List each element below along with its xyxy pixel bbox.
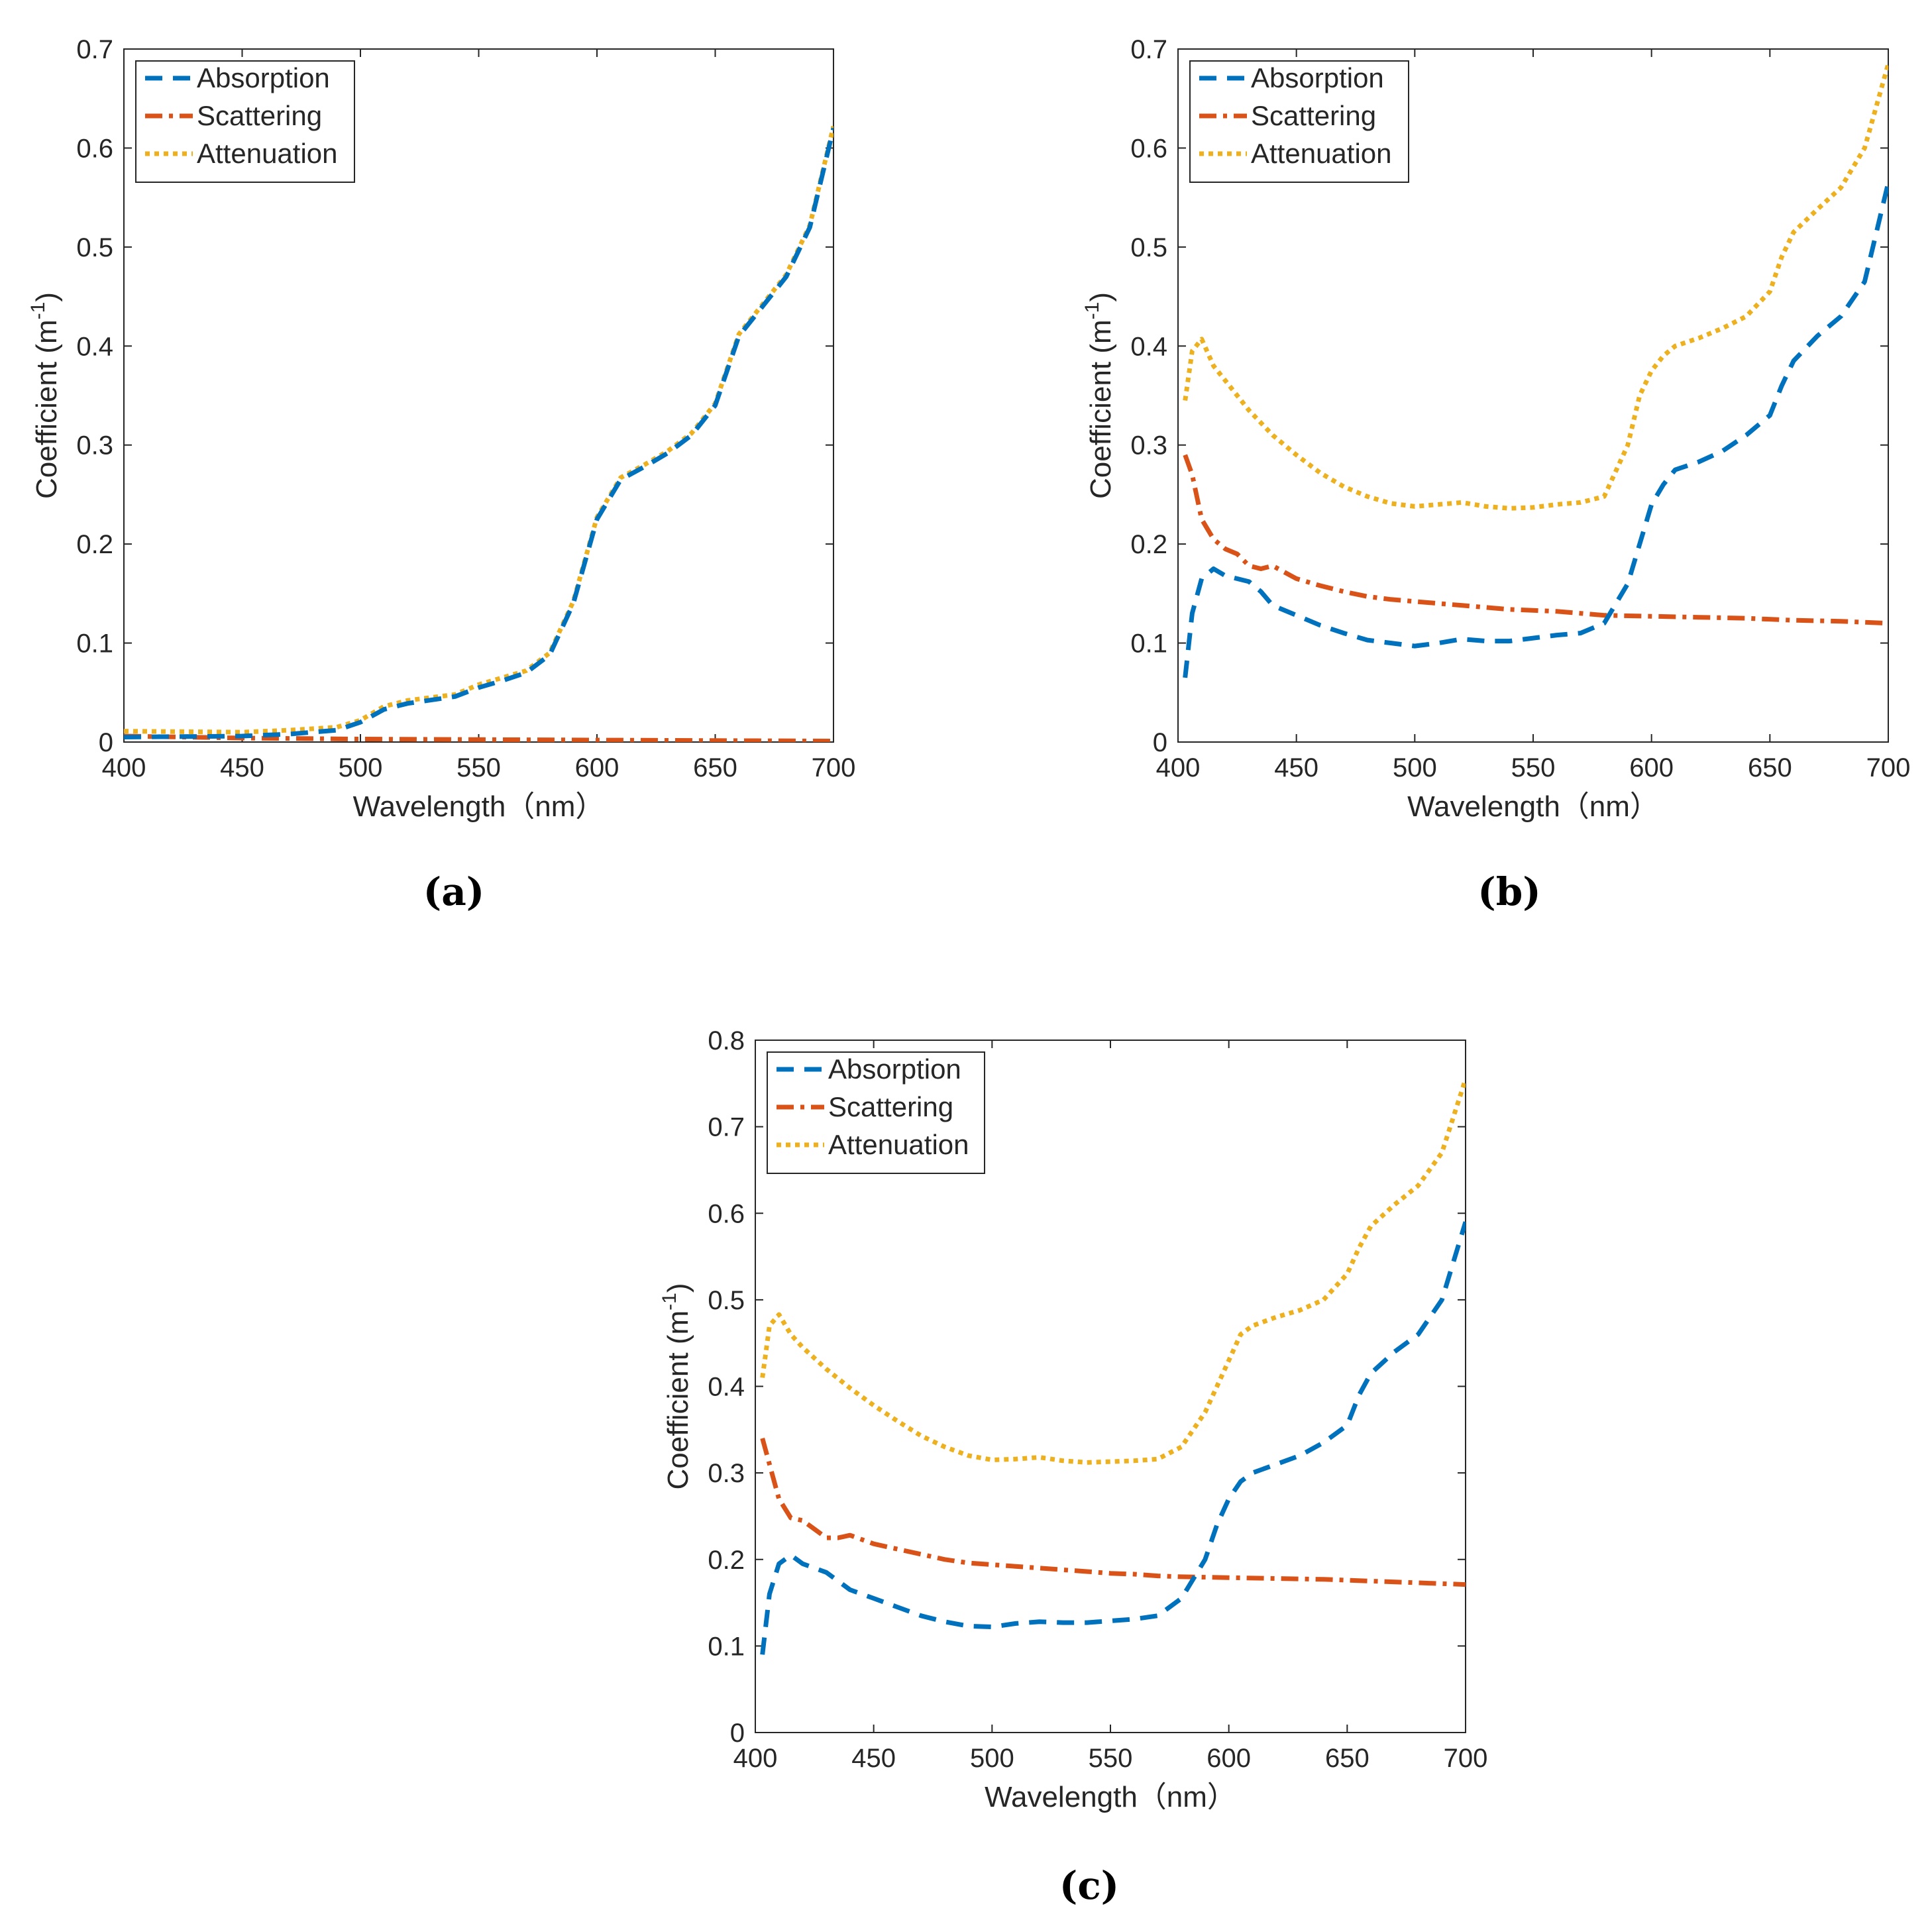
y-tick-label: 0.6	[708, 1199, 745, 1228]
y-tick-label: 0	[730, 1719, 745, 1748]
y-tick-label: 0.6	[76, 134, 113, 163]
legend-label-attenuation: Attenuation	[1251, 138, 1392, 169]
legend-label-absorption: Absorption	[1251, 62, 1384, 93]
chart-panels: 400 450 500 550 600 650 700 0 0.1 0.2 0.3 0.4 0.5 0.6…	[27, 35, 1910, 1908]
x-tick-label: 600	[575, 753, 619, 782]
x-tick-label: 550	[1089, 1744, 1133, 1773]
x-tick-label: 450	[220, 753, 264, 782]
y-axis-label: Coefficient (m-1)	[1081, 292, 1117, 499]
y-tick-label: 0.7	[76, 35, 113, 64]
y-tick-label: 0.2	[708, 1546, 745, 1575]
y-tick-label: 0.6	[1130, 134, 1167, 163]
legend-label-absorption: Absorption	[828, 1053, 961, 1085]
y-tick-label: 0.5	[1130, 233, 1167, 262]
series-line-scattering	[760, 1437, 1466, 1587]
y-tick-label: 0.7	[1130, 35, 1167, 64]
series-line-absorption	[124, 127, 833, 739]
series-line-scattering	[1183, 454, 1888, 626]
y-tick-label: 0.1	[76, 629, 113, 659]
legend-label-attenuation: Attenuation	[828, 1129, 969, 1160]
series-line-attenuation	[760, 1078, 1466, 1465]
x-axis-label: Wavelength（nm）	[353, 790, 605, 823]
x-axis-label: Wavelength（nm）	[1407, 790, 1659, 823]
y-tick-label: 0.3	[708, 1459, 745, 1488]
legend-label-attenuation: Attenuation	[197, 138, 338, 169]
chart-panel-b: 400 450 500 550 600 650 700 0 0.1 0.2 0.3 0.4 0.5 0.6…	[1081, 35, 1910, 914]
series-line-attenuation	[1183, 63, 1888, 511]
x-tick-label: 600	[1629, 753, 1674, 782]
legend-label-scattering: Scattering	[828, 1091, 953, 1122]
y-tick-label: 0.8	[708, 1026, 745, 1055]
x-axis-label: Wavelength（nm）	[985, 1781, 1236, 1813]
panel-label: (b)	[1477, 869, 1540, 914]
y-tick-label: 0.7	[708, 1113, 745, 1142]
x-tick-label: 450	[851, 1744, 896, 1773]
legend-label-scattering: Scattering	[197, 100, 322, 131]
y-tick-label: 0.2	[1130, 530, 1167, 559]
y-tick-label: 0.5	[708, 1286, 745, 1315]
x-tick-label: 550	[456, 753, 501, 782]
chart-panel-a: 400 450 500 550 600 650 700 0 0.1 0.2 0.3 0.4 0.5 0.6…	[27, 35, 855, 914]
x-tick-label: 400	[102, 753, 146, 782]
x-tick-label: 450	[1274, 753, 1318, 782]
x-tick-label: 650	[1748, 753, 1792, 782]
x-tick-label: 400	[733, 1744, 778, 1773]
legend-box	[767, 1051, 985, 1174]
y-tick-label: 0.3	[76, 431, 113, 460]
y-tick-label: 0.1	[1130, 629, 1167, 659]
x-tick-label: 700	[812, 753, 856, 782]
y-tick-label: 0.5	[76, 233, 113, 262]
legend-label-absorption: Absorption	[197, 62, 330, 93]
y-tick-label: 0.3	[1130, 431, 1167, 460]
x-tick-label: 700	[1444, 1744, 1488, 1773]
chart-panel-c: 400 450 500 550 600 650 700 0 0.1 0.2 0.3 0.4 0.5 0.6…	[659, 1026, 1487, 1908]
y-tick-label: 0	[99, 728, 113, 757]
panel-label: (a)	[423, 869, 484, 914]
y-tick-label: 0.4	[1130, 332, 1167, 361]
y-tick-label: 0.1	[708, 1632, 745, 1661]
legend-box	[1189, 60, 1409, 183]
x-tick-label: 650	[1325, 1744, 1369, 1773]
legend-label-scattering: Scattering	[1251, 100, 1376, 131]
x-tick-label: 500	[970, 1744, 1014, 1773]
y-axis-label: Coefficient (m-1)	[659, 1283, 694, 1490]
x-tick-label: 500	[339, 753, 383, 782]
x-tick-label: 400	[1156, 753, 1201, 782]
y-axis-label: Coefficient (m-1)	[27, 292, 63, 499]
legend-box	[135, 60, 355, 183]
y-tick-label: 0.4	[708, 1373, 745, 1402]
panel-label: (c)	[1059, 1863, 1119, 1908]
y-tick-label: 0.4	[76, 332, 113, 361]
y-tick-label: 0.2	[76, 530, 113, 559]
series-line-absorption	[1183, 182, 1888, 678]
x-tick-label: 700	[1866, 753, 1911, 782]
x-tick-label: 600	[1207, 1744, 1251, 1773]
x-tick-label: 500	[1393, 753, 1437, 782]
y-tick-label: 0	[1153, 728, 1167, 757]
x-tick-label: 650	[693, 753, 737, 782]
x-tick-label: 550	[1511, 753, 1556, 782]
